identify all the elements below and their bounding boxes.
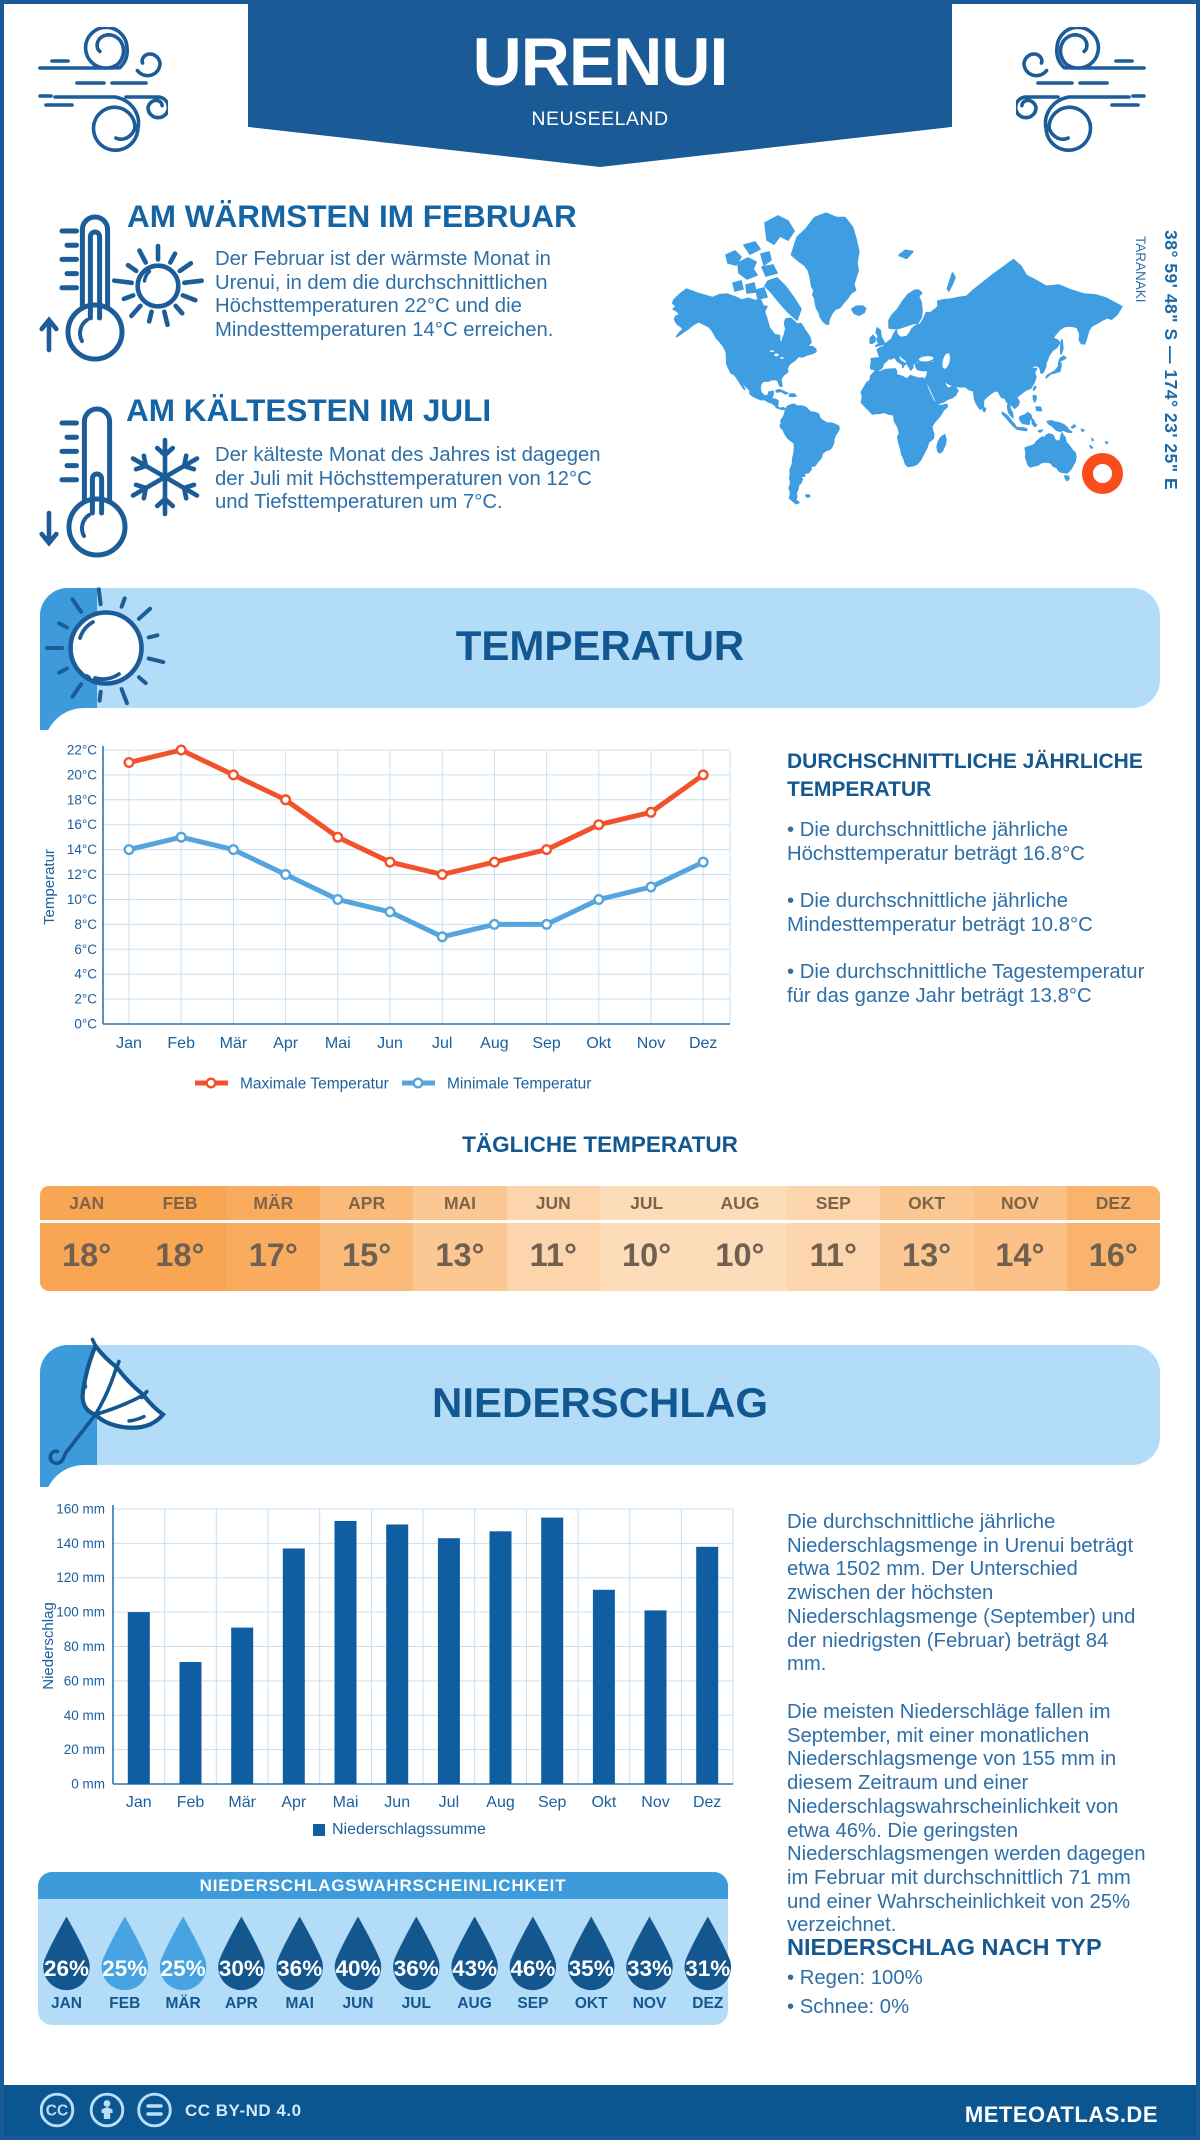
svg-text:6°C: 6°C <box>74 942 97 957</box>
svg-text:20°C: 20°C <box>67 767 97 782</box>
svg-text:Sep: Sep <box>538 1794 567 1811</box>
svg-text:CC BY-ND 4.0: CC BY-ND 4.0 <box>185 2101 302 2120</box>
svg-text:Minimale Temperatur: Minimale Temperatur <box>447 1076 591 1093</box>
svg-text:120 mm: 120 mm <box>56 1570 105 1585</box>
svg-text:16°C: 16°C <box>67 817 97 832</box>
svg-text:Dez: Dez <box>689 1035 717 1052</box>
svg-text:36%: 36% <box>394 1956 439 1981</box>
svg-text:Jan: Jan <box>116 1035 142 1052</box>
svg-text:Jan: Jan <box>126 1794 152 1811</box>
svg-text:2°C: 2°C <box>74 992 97 1007</box>
svg-text:8°C: 8°C <box>74 917 97 932</box>
svg-text:4°C: 4°C <box>74 967 97 982</box>
svg-text:60 mm: 60 mm <box>64 1673 105 1688</box>
svg-text:40 mm: 40 mm <box>64 1708 105 1723</box>
svg-text:31%: 31% <box>685 1956 730 1981</box>
svg-text:SEP: SEP <box>517 1995 548 2012</box>
svg-text:CC: CC <box>46 2103 68 2120</box>
svg-text:Okt: Okt <box>591 1794 616 1811</box>
svg-text:36%: 36% <box>277 1956 322 1981</box>
svg-text:Jul: Jul <box>439 1794 459 1811</box>
svg-text:Sep: Sep <box>532 1035 561 1052</box>
svg-text:0°C: 0°C <box>74 1017 97 1032</box>
svg-text:Mai: Mai <box>325 1035 351 1052</box>
svg-text:12°C: 12°C <box>67 867 97 882</box>
svg-text:Feb: Feb <box>167 1035 195 1052</box>
svg-text:Jun: Jun <box>377 1035 403 1052</box>
svg-text:22°C: 22°C <box>67 743 97 758</box>
svg-text:20 mm: 20 mm <box>64 1742 105 1757</box>
svg-text:Mär: Mär <box>220 1035 248 1052</box>
svg-text:Okt: Okt <box>586 1035 611 1052</box>
svg-text:40%: 40% <box>335 1956 380 1981</box>
svg-text:10°C: 10°C <box>67 892 97 907</box>
svg-text:46%: 46% <box>510 1956 555 1981</box>
svg-text:JUL: JUL <box>402 1995 431 2012</box>
svg-text:FEB: FEB <box>109 1995 140 2012</box>
svg-text:33%: 33% <box>627 1956 672 1981</box>
svg-text:Apr: Apr <box>281 1794 307 1811</box>
svg-text:Niederschlagssumme: Niederschlagssumme <box>332 1821 486 1838</box>
svg-text:80 mm: 80 mm <box>64 1639 105 1654</box>
svg-text:Jun: Jun <box>384 1794 410 1811</box>
svg-text:NOV: NOV <box>633 1995 667 2012</box>
svg-text:18°C: 18°C <box>67 792 97 807</box>
svg-text:Apr: Apr <box>273 1035 299 1052</box>
svg-text:Niederschlag: Niederschlag <box>40 1602 57 1690</box>
svg-text:JUN: JUN <box>342 1995 373 2012</box>
svg-text:26%: 26% <box>44 1956 89 1981</box>
svg-text:14°C: 14°C <box>67 842 97 857</box>
svg-text:AUG: AUG <box>457 1995 491 2012</box>
svg-text:160 mm: 160 mm <box>56 1502 105 1517</box>
svg-text:30%: 30% <box>219 1956 264 1981</box>
svg-text:Jul: Jul <box>432 1035 452 1052</box>
svg-text:Mär: Mär <box>228 1794 256 1811</box>
svg-text:DEZ: DEZ <box>692 1995 724 2012</box>
svg-text:JAN: JAN <box>51 1995 82 2012</box>
svg-text:OKT: OKT <box>575 1995 608 2012</box>
svg-text:140 mm: 140 mm <box>56 1536 105 1551</box>
svg-text:Mai: Mai <box>333 1794 359 1811</box>
svg-text:Aug: Aug <box>486 1794 514 1811</box>
svg-text:APR: APR <box>225 1995 258 2012</box>
svg-text:35%: 35% <box>569 1956 614 1981</box>
svg-text:43%: 43% <box>452 1956 497 1981</box>
svg-text:Nov: Nov <box>637 1035 665 1052</box>
svg-text:25%: 25% <box>161 1956 206 1981</box>
svg-text:25%: 25% <box>102 1956 147 1981</box>
svg-text:Temperatur: Temperatur <box>41 849 58 925</box>
svg-text:Feb: Feb <box>177 1794 205 1811</box>
svg-text:Maximale Temperatur: Maximale Temperatur <box>240 1076 389 1093</box>
svg-text:Nov: Nov <box>641 1794 669 1811</box>
svg-text:Dez: Dez <box>693 1794 721 1811</box>
svg-text:MAI: MAI <box>285 1995 313 2012</box>
svg-text:Aug: Aug <box>480 1035 508 1052</box>
svg-text:0 mm: 0 mm <box>71 1777 105 1792</box>
svg-text:MÄR: MÄR <box>165 1995 200 2012</box>
svg-text:100 mm: 100 mm <box>56 1605 105 1620</box>
